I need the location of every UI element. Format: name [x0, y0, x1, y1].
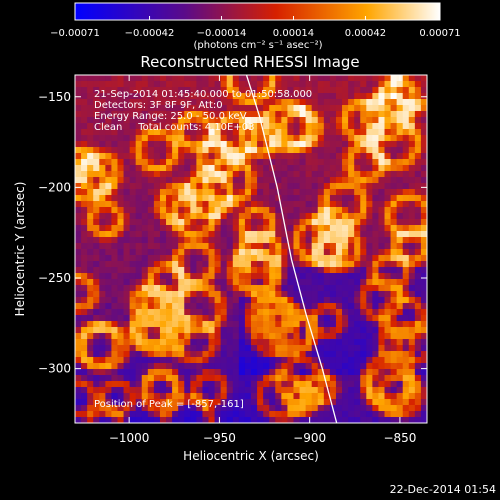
solar-limb-curve [245, 75, 338, 423]
x-tick-label: −950 [203, 431, 236, 445]
y-tick-label: −200 [38, 180, 71, 194]
heatmap-image [75, 75, 427, 423]
peak-position-label: Position of Peak = [-857,-161] [94, 399, 244, 410]
annotation-detectors: Detectors: 3F 8F 9F, Att:0 [94, 100, 223, 111]
x-tick-label: −1000 [109, 431, 150, 445]
y-tick-label: −300 [38, 362, 71, 376]
colorbar-ticks: −0.00071 −0.00042 −0.00014 0.00014 0.00042 0.… [50, 16, 461, 39]
colorbar [74, 2, 441, 21]
y-axis-ticks: −150 −200 −250 −300 [38, 90, 427, 376]
colorbar-tick-label: 0.00014 [273, 28, 314, 39]
chart-title: Reconstructed RHESSI Image [140, 53, 359, 71]
y-axis-label: Heliocentric Y (arcsec) [13, 182, 27, 317]
colorbar-tick-label: −0.00042 [125, 28, 175, 39]
colorbar-tick-label: −0.00014 [197, 28, 247, 39]
x-axis-ticks: −1000 −950 −900 −850 [109, 75, 416, 445]
colorbar-tick-label: 0.00042 [345, 28, 386, 39]
annotation-time: 21-Sep-2014 01:45:40.000 to 01:50:58.000 [94, 89, 312, 100]
colorbar-tick-label: 0.00071 [419, 28, 460, 39]
x-axis-label: Heliocentric X (arcsec) [183, 449, 319, 463]
colorbar-units-label: (photons cm⁻² s⁻¹ asec⁻²) [193, 40, 322, 51]
annotation-energy: Energy Range: 25.0 - 50.0 keV [94, 111, 247, 122]
annotations: 21-Sep-2014 01:45:40.000 to 01:50:58.000… [94, 89, 312, 410]
footer-date: 22-Dec-2014 01:54 [389, 483, 496, 496]
x-tick-label: −900 [293, 431, 326, 445]
y-tick-label: −150 [38, 90, 71, 104]
colorbar-tick-label: −0.00071 [50, 28, 100, 39]
x-tick-label: −850 [383, 431, 416, 445]
y-tick-label: −250 [38, 271, 71, 285]
plot-frame [74, 74, 428, 424]
annotation-counts: Clean Total counts: 4.10E+03 [94, 122, 254, 133]
